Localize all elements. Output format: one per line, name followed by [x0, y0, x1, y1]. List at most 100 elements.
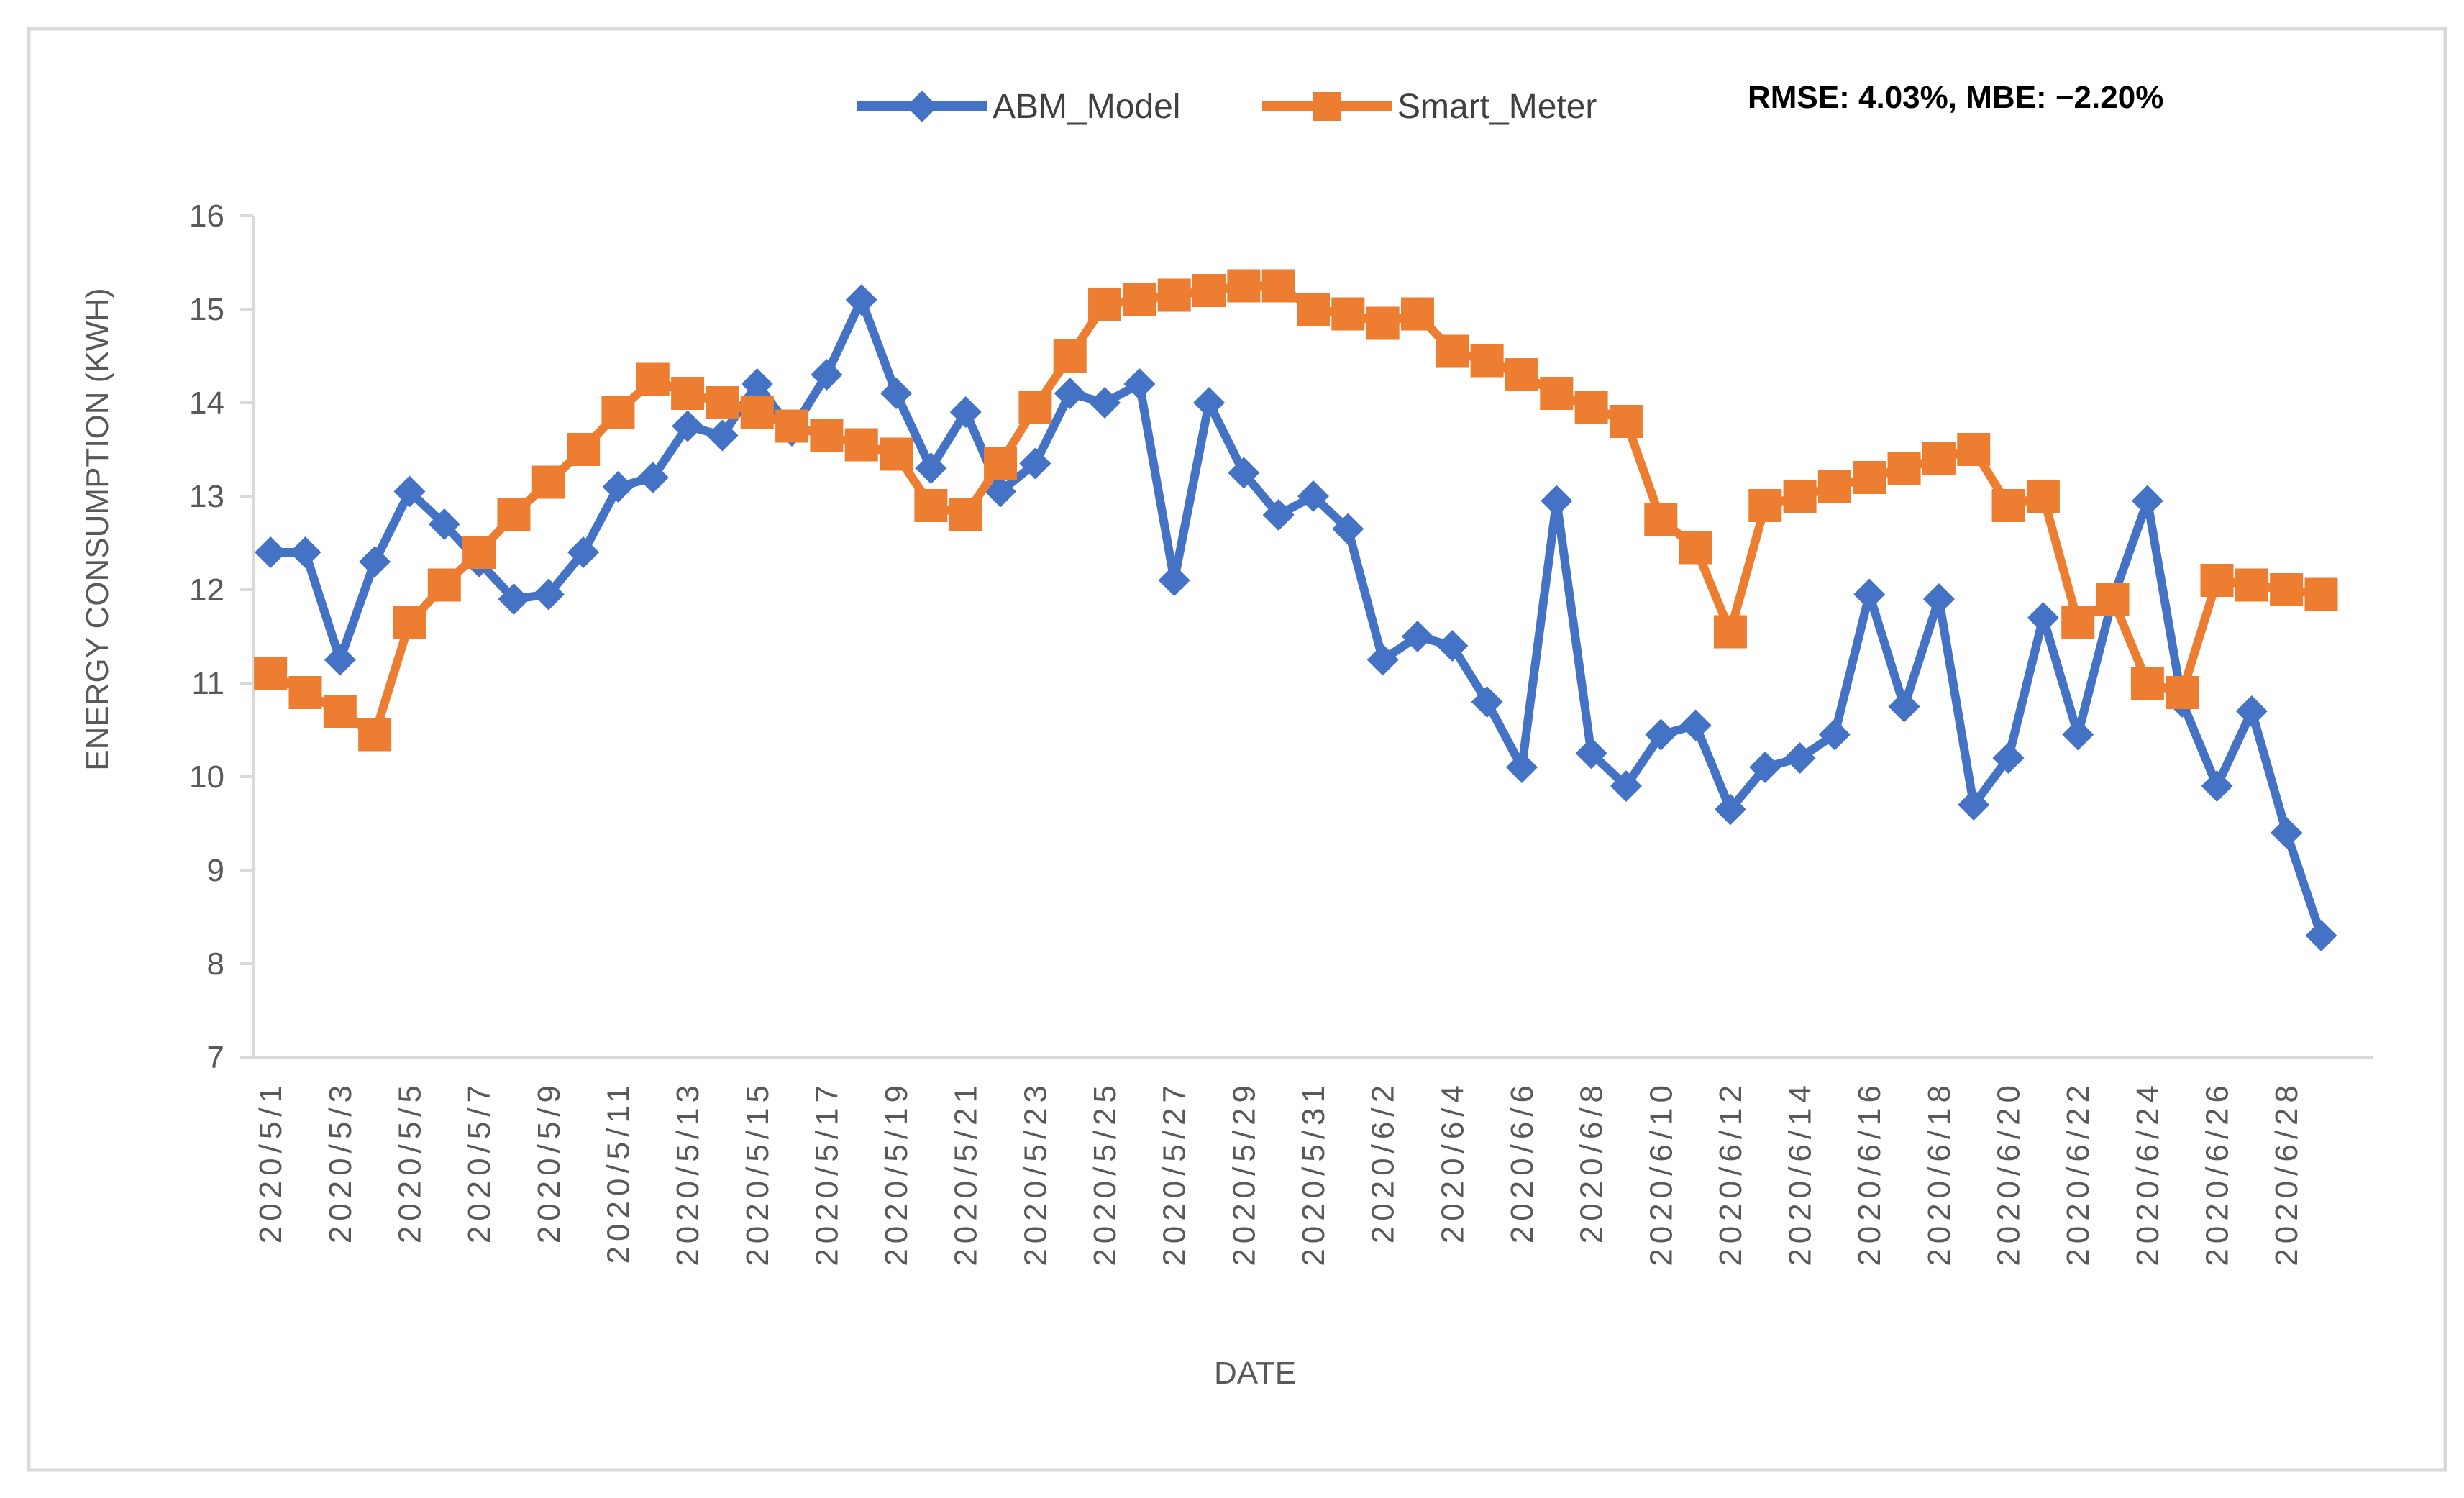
data-point-smart-meter — [1470, 344, 1504, 378]
y-axis: 7 8 9 10 11 12 13 14 15 16 — [189, 198, 253, 1075]
data-point-abm-model — [1228, 457, 1260, 489]
x-tick-label: 2020/6/8 — [1574, 1080, 1610, 1243]
x-tick-label: 2020/6/16 — [1852, 1080, 1887, 1266]
data-point-abm-model — [985, 475, 1017, 508]
x-tick-label: 2020/5/3 — [323, 1080, 358, 1243]
x-tick-label: 2020/5/25 — [1087, 1080, 1123, 1266]
data-point-abm-model — [428, 508, 460, 540]
legend-item-smart-meter: Smart_Meter — [1262, 88, 1597, 126]
y-axis-title: ENERGY CONSUMPTION (KWH) — [80, 288, 115, 770]
series-smart-meter — [254, 269, 2338, 752]
x-tick-label: 2020/6/10 — [1643, 1080, 1679, 1266]
data-point-abm-model — [1332, 513, 1364, 545]
data-point-smart-meter — [775, 409, 809, 443]
x-tick-label: 2020/5/15 — [740, 1080, 775, 1266]
data-point-smart-meter — [358, 718, 392, 752]
data-point-smart-meter — [949, 498, 982, 531]
data-point-smart-meter — [1366, 306, 1400, 340]
data-point-smart-meter — [288, 676, 322, 709]
legend-marker-smart-meter — [1313, 92, 1341, 121]
data-point-abm-model — [2235, 695, 2268, 727]
data-point-smart-meter — [740, 396, 774, 429]
data-point-smart-meter — [706, 386, 739, 419]
x-tick-label: 2020/5/19 — [879, 1080, 914, 1266]
data-point-smart-meter — [1540, 377, 1574, 410]
x-tick-label: 2020/5/13 — [670, 1080, 706, 1266]
data-point-smart-meter — [323, 695, 357, 728]
data-point-smart-meter — [1574, 391, 1608, 424]
x-tick-label: 2020/5/9 — [531, 1080, 567, 1243]
data-point-smart-meter — [1227, 269, 1261, 303]
data-point-abm-model — [880, 378, 913, 409]
x-tick-label: 2020/5/31 — [1296, 1080, 1331, 1266]
data-point-abm-model — [2271, 817, 2303, 849]
x-tick-label: 2020/5/21 — [949, 1080, 984, 1266]
data-point-abm-model — [672, 410, 704, 442]
data-point-abm-model — [324, 644, 356, 676]
data-point-smart-meter — [1887, 452, 1921, 485]
data-point-smart-meter — [636, 362, 670, 396]
y-tick-label: 14 — [189, 385, 224, 421]
data-point-abm-model — [1297, 480, 1329, 512]
data-point-abm-model — [706, 419, 739, 452]
data-point-smart-meter — [2304, 577, 2338, 611]
y-tick-label: 7 — [207, 1040, 224, 1075]
data-point-smart-meter — [1817, 470, 1851, 503]
data-point-abm-model — [1818, 718, 1851, 751]
data-point-abm-model — [1888, 690, 1920, 723]
data-point-smart-meter — [601, 396, 635, 429]
x-tick-label: 2020/5/11 — [601, 1080, 636, 1264]
y-tick-label: 12 — [189, 572, 224, 608]
data-point-abm-model — [2062, 718, 2094, 751]
x-tick-label: 2020/5/7 — [462, 1080, 497, 1243]
y-tick-label: 8 — [207, 946, 224, 982]
data-point-abm-model — [949, 396, 982, 428]
data-point-abm-model — [255, 536, 287, 568]
data-point-abm-model — [567, 536, 600, 568]
data-point-abm-model — [1054, 378, 1086, 409]
x-tick-label: 2020/6/2 — [1366, 1080, 1401, 1243]
data-point-smart-meter — [810, 419, 844, 452]
x-tick-label: 2020/6/6 — [1505, 1080, 1540, 1243]
data-point-smart-meter — [254, 657, 288, 690]
data-point-smart-meter — [2235, 568, 2268, 602]
data-point-smart-meter — [1922, 442, 1956, 475]
data-point-smart-meter — [1505, 358, 1538, 391]
data-point-abm-model — [1922, 583, 1955, 615]
series-abm-model — [255, 284, 2337, 951]
legend-item-abm-model: ABM_Model — [857, 88, 1180, 126]
data-point-smart-meter — [1713, 615, 1747, 649]
data-point-abm-model — [2201, 770, 2233, 802]
data-point-abm-model — [1366, 644, 1399, 676]
data-point-abm-model — [1958, 789, 1990, 821]
data-point-abm-model — [1262, 499, 1295, 531]
x-tick-label: 2020/6/14 — [1783, 1080, 1818, 1266]
data-point-smart-meter — [2270, 573, 2304, 606]
data-point-abm-model — [1714, 793, 1746, 826]
data-point-smart-meter — [1192, 274, 1226, 307]
x-tick-label: 2020/6/24 — [2130, 1080, 2166, 1266]
x-tick-label: 2020/5/1 — [253, 1080, 288, 1243]
legend-label-smart-meter: Smart_Meter — [1397, 88, 1597, 126]
data-point-abm-model — [915, 452, 947, 484]
data-point-smart-meter — [1053, 339, 1087, 373]
data-point-smart-meter — [1123, 283, 1156, 316]
data-point-abm-model — [393, 475, 426, 508]
x-tick-label: 2020/5/23 — [1018, 1080, 1053, 1266]
data-point-abm-model — [1019, 447, 1051, 480]
data-point-smart-meter — [844, 428, 878, 462]
data-point-abm-model — [1505, 752, 1538, 783]
data-point-abm-model — [636, 462, 669, 493]
x-tick-label: 2020/5/17 — [809, 1080, 844, 1266]
data-point-smart-meter — [671, 377, 705, 410]
data-point-smart-meter — [2166, 676, 2199, 709]
data-point-abm-model — [1784, 742, 1816, 774]
data-point-smart-meter — [914, 489, 948, 522]
data-point-abm-model — [1401, 621, 1433, 652]
legend-label-abm-model: ABM_Model — [993, 88, 1180, 126]
y-tick-label: 11 — [191, 666, 224, 701]
x-tick-label: 2020/5/27 — [1157, 1080, 1192, 1266]
data-point-smart-meter — [531, 465, 565, 499]
data-point-abm-model — [1541, 485, 1573, 517]
y-tick-label: 15 — [189, 292, 224, 327]
